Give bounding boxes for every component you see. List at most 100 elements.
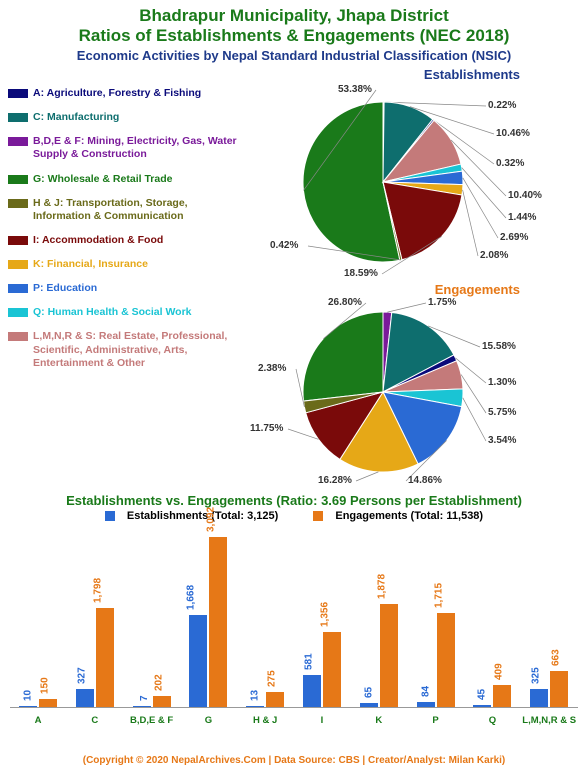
legend-label: I: Accommodation & Food <box>33 234 163 247</box>
bar-est: 7 <box>133 706 151 707</box>
legend-swatch <box>8 284 28 293</box>
pie-label: 2.08% <box>480 250 508 261</box>
bar-group: 651,878 <box>357 604 401 707</box>
pie-label: 1.75% <box>428 297 456 308</box>
legend-label: H & J: Transportation, Storage, Informat… <box>33 197 238 223</box>
bar-value: 1,798 <box>92 578 103 603</box>
pie-label: 0.22% <box>488 100 516 111</box>
bar-group: 10150 <box>16 699 60 707</box>
bar-value: 581 <box>304 653 315 670</box>
bar-value: 409 <box>494 663 505 680</box>
legend-swatch <box>8 175 28 184</box>
legend-item: C: Manufacturing <box>8 111 238 124</box>
bar-value: 325 <box>531 667 542 684</box>
pie-column: Establishments 53.38% 0.22% 10.46% 0.32% 10.… <box>238 67 580 487</box>
legend-item: L,M,N,R & S: Real Estate, Professional, … <box>8 330 238 369</box>
bar-eng: 1,798 <box>96 608 114 707</box>
bar-est: 45 <box>473 705 491 707</box>
footer: (Copyright © 2020 NepalArchives.Com | Da… <box>0 755 588 766</box>
pie-label: 53.38% <box>338 84 372 95</box>
bar-chart: 101503271,79872021,6683,092132755811,356… <box>10 528 578 728</box>
bar-group: 1,6683,092 <box>186 537 230 707</box>
pie-label: 14.86% <box>408 475 442 486</box>
pie-label: 2.38% <box>258 363 286 374</box>
legend-item: K: Financial, Insurance <box>8 258 238 271</box>
bar-value: 202 <box>153 674 164 691</box>
legend-swatch <box>8 332 28 341</box>
legend-label: G: Wholesale & Retail Trade <box>33 173 172 186</box>
bar-eng: 1,878 <box>380 604 398 707</box>
legend-item: B,D,E & F: Mining, Electricity, Gas, Wat… <box>8 135 238 161</box>
pie-slice <box>303 312 383 401</box>
upper-section: A: Agriculture, Forestry & Fishing C: Man… <box>0 63 588 487</box>
legend-item: G: Wholesale & Retail Trade <box>8 173 238 186</box>
pie-label: 26.80% <box>328 297 362 308</box>
legend-label: P: Education <box>33 282 97 295</box>
legend-label: L,M,N,R & S: Real Estate, Professional, … <box>33 330 238 369</box>
pie2-wrap: 26.80%1.75%15.58%1.30%5.75%3.54%14.86%16… <box>238 297 578 487</box>
bar-value: 1,878 <box>376 574 387 599</box>
bar-est: 581 <box>303 675 321 707</box>
legend-swatch <box>8 89 28 98</box>
legend-item: I: Accommodation & Food <box>8 234 238 247</box>
bar-category: K <box>349 715 409 726</box>
bar-legend-eng: Engagements (Total: 11,538) <box>335 510 483 522</box>
bar-value: 84 <box>420 686 431 697</box>
bar-value: 275 <box>267 670 278 687</box>
bar-eng: 275 <box>266 692 284 707</box>
bar-group: 13275 <box>243 692 287 707</box>
legend-swatch <box>8 236 28 245</box>
bar-value: 10 <box>22 690 33 701</box>
bar-category: Q <box>462 715 522 726</box>
bar-value: 45 <box>477 688 488 699</box>
pie1-wrap: 53.38% 0.22% 10.46% 0.32% 10.40% 1.44% 2.69% 2.… <box>238 82 578 282</box>
pie-label: 15.58% <box>482 341 516 352</box>
legend-swatch <box>8 260 28 269</box>
bar-value: 663 <box>551 649 562 666</box>
pie-label: 2.69% <box>500 232 528 243</box>
bar-category: L,M,N,R & S <box>519 715 579 726</box>
bar-est: 327 <box>76 689 94 707</box>
pie1-title: Establishments <box>238 67 580 82</box>
bar-est: 13 <box>246 706 264 707</box>
bar-eng: 202 <box>153 696 171 707</box>
pie-label: 11.75% <box>250 423 283 434</box>
bar-value: 150 <box>40 677 51 694</box>
bar-est: 1,668 <box>189 615 207 707</box>
bar-category: C <box>65 715 125 726</box>
bar-value: 1,715 <box>433 583 444 608</box>
bar-group: 5811,356 <box>300 632 344 707</box>
bar-title: Establishments vs. Engagements (Ratio: 3… <box>0 493 588 508</box>
bar-group: 84 1,715 <box>414 613 458 707</box>
legend-item: H & J: Transportation, Storage, Informat… <box>8 197 238 223</box>
legend-label: C: Manufacturing <box>33 111 119 124</box>
pie-label: 0.32% <box>496 158 524 169</box>
bar-category: I <box>292 715 352 726</box>
bar-legend: Establishments (Total: 3,125) Engagement… <box>0 510 588 524</box>
bar-value: 1,356 <box>319 602 330 627</box>
legend-label: K: Financial, Insurance <box>33 258 148 271</box>
bar-value: 7 <box>139 695 150 701</box>
bar-eng: 409 <box>493 685 511 707</box>
bar-group: 3271,798 <box>73 608 117 707</box>
bar-eng: 3,092 <box>209 537 227 707</box>
bar-category: A <box>8 715 68 726</box>
bar-value: 327 <box>76 667 87 684</box>
bar-value: 13 <box>250 690 261 701</box>
bar-group: 45409 <box>470 685 514 707</box>
pie-label: 18.59% <box>344 268 378 279</box>
legend-item: A: Agriculture, Forestry & Fishing <box>8 87 238 100</box>
legend-swatch <box>8 113 28 122</box>
bar-category: G <box>178 715 238 726</box>
bar-eng: 1,715 <box>437 613 455 707</box>
pie-label: 10.40% <box>508 190 542 201</box>
pie-label: 10.46% <box>496 128 530 139</box>
bar-est: 65 <box>360 703 378 707</box>
title-line-2: Ratios of Establishments & Engagements (… <box>0 26 588 46</box>
bar-eng: 150 <box>39 699 57 707</box>
pie-label: 16.28% <box>318 475 352 486</box>
bar-category: H & J <box>235 715 295 726</box>
bar-group: 325663 <box>527 671 571 707</box>
bar-value: 65 <box>363 687 374 698</box>
pie-label: 1.44% <box>508 212 536 223</box>
